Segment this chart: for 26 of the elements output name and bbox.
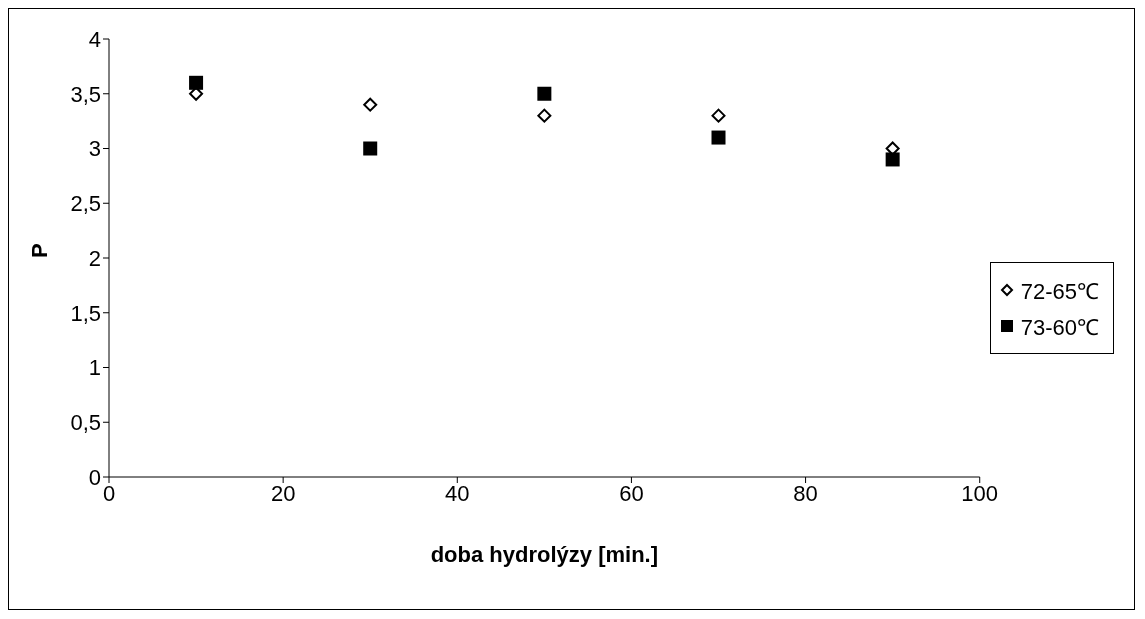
y-tick-label: 2,5 xyxy=(70,191,101,217)
point xyxy=(537,86,552,101)
y-tick-label: 2 xyxy=(88,245,101,271)
point xyxy=(363,97,378,112)
point xyxy=(711,130,726,145)
point xyxy=(537,108,552,123)
x-axis-title: doba hydrolýzy [min.] xyxy=(430,542,659,567)
point xyxy=(711,108,726,123)
legend-label: 73-60℃ xyxy=(1020,314,1099,341)
y-tick-label: 1 xyxy=(88,355,101,381)
x-tick-label: 100 xyxy=(961,480,999,506)
y-tick-label: 1,5 xyxy=(70,300,101,326)
x-tick-label: 20 xyxy=(270,480,296,506)
y-tick-label: 4 xyxy=(88,26,101,52)
point xyxy=(363,141,378,156)
legend-label: 72-65℃ xyxy=(1020,278,1099,305)
x-tick-label: 60 xyxy=(619,480,644,506)
point xyxy=(885,152,900,167)
x-tick-label: 80 xyxy=(793,480,818,506)
y-tick-label: 0,5 xyxy=(70,410,101,436)
y-axis-title: P xyxy=(26,243,52,258)
y-tick-label: 3,5 xyxy=(70,81,101,107)
y-tick-label: 0 xyxy=(88,464,101,490)
y-tick-label: 3 xyxy=(88,136,101,162)
x-tick-label: 40 xyxy=(445,480,470,506)
point xyxy=(189,75,204,90)
